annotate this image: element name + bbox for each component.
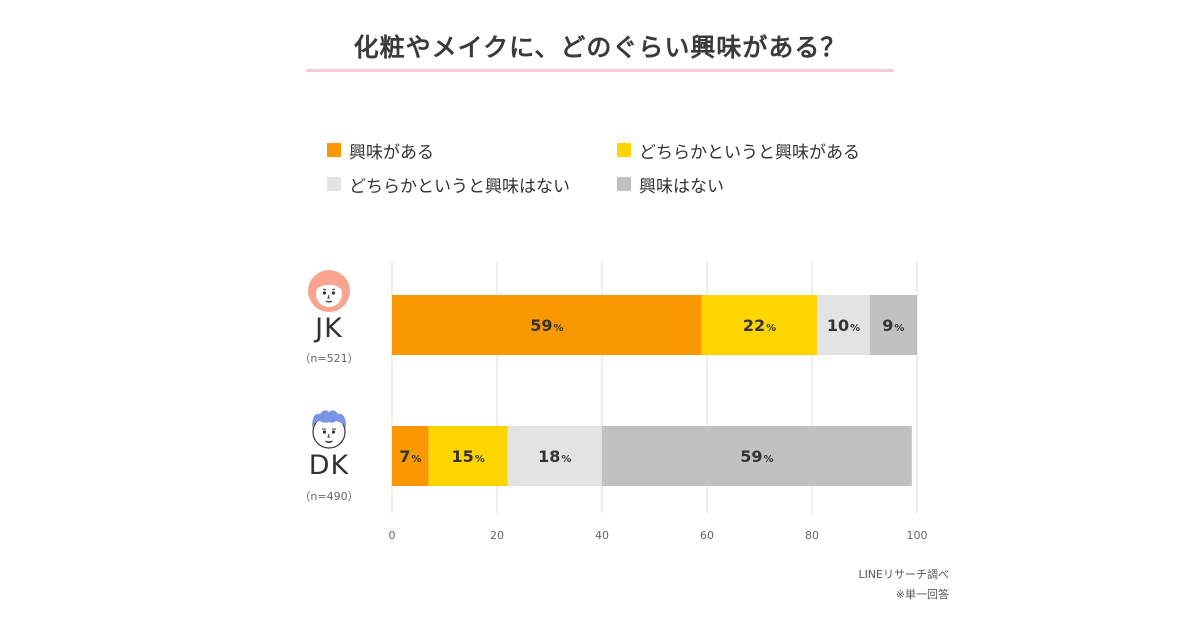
- chart-title: 化粧やメイクに、どのぐらい興味がある？: [353, 33, 847, 62]
- bar-segment: [701, 295, 818, 355]
- legend-label: 興味はない: [639, 176, 724, 197]
- legend-item-not-interested: 興味はない: [617, 172, 724, 197]
- bar-segment: [817, 295, 870, 355]
- group-sample-size-jk: （n=521）: [299, 352, 359, 365]
- bar-segment: [602, 426, 912, 486]
- bar-segment: [869, 295, 917, 355]
- legend-label: 興味がある: [349, 142, 434, 163]
- x-tick-label: 80: [805, 529, 819, 542]
- legend-label: どちらかというと興味がある: [639, 142, 860, 163]
- data-label: 18%: [538, 447, 571, 466]
- legend-swatch: [617, 143, 631, 157]
- answer-type-note: ※単一回答: [895, 588, 949, 601]
- legend-swatch: [327, 143, 341, 157]
- data-label: 59%: [740, 447, 773, 466]
- group-label-jk: JK: [315, 313, 343, 344]
- data-label: 10%: [827, 316, 860, 335]
- x-tick-label: 40: [595, 529, 609, 542]
- legend-item-somewhat-interested: どちらかというと興味がある: [617, 138, 860, 163]
- data-label: 7%: [399, 447, 421, 466]
- bar-segment: [507, 426, 602, 486]
- legend-item-somewhat-not-interested: どちらかというと興味はない: [327, 172, 570, 197]
- x-tick-label: 0: [389, 529, 396, 542]
- legend-label: どちらかというと興味はない: [349, 176, 570, 197]
- group-label-dk: DK: [308, 450, 350, 481]
- title-underline: [306, 69, 894, 72]
- girl-avatar-icon: [308, 270, 350, 312]
- legend-swatch: [617, 177, 631, 191]
- source-note: LINEリサーチ調べ: [858, 568, 949, 581]
- bar-segment: [392, 426, 429, 486]
- x-tick-label: 20: [490, 529, 504, 542]
- bar-segment: [392, 295, 702, 355]
- boy-avatar-icon: [312, 410, 346, 449]
- x-tick-label: 60: [700, 529, 714, 542]
- data-label: 59%: [530, 316, 563, 335]
- bar-segment: [428, 426, 508, 486]
- data-label: 9%: [882, 316, 904, 335]
- group-sample-size-dk: （n=490）: [299, 490, 359, 503]
- legend-swatch: [327, 177, 341, 191]
- data-label: 15%: [451, 447, 484, 466]
- data-label: 22%: [743, 316, 776, 335]
- legend-item-interested: 興味がある: [327, 138, 434, 163]
- x-tick-label: 100: [907, 529, 928, 542]
